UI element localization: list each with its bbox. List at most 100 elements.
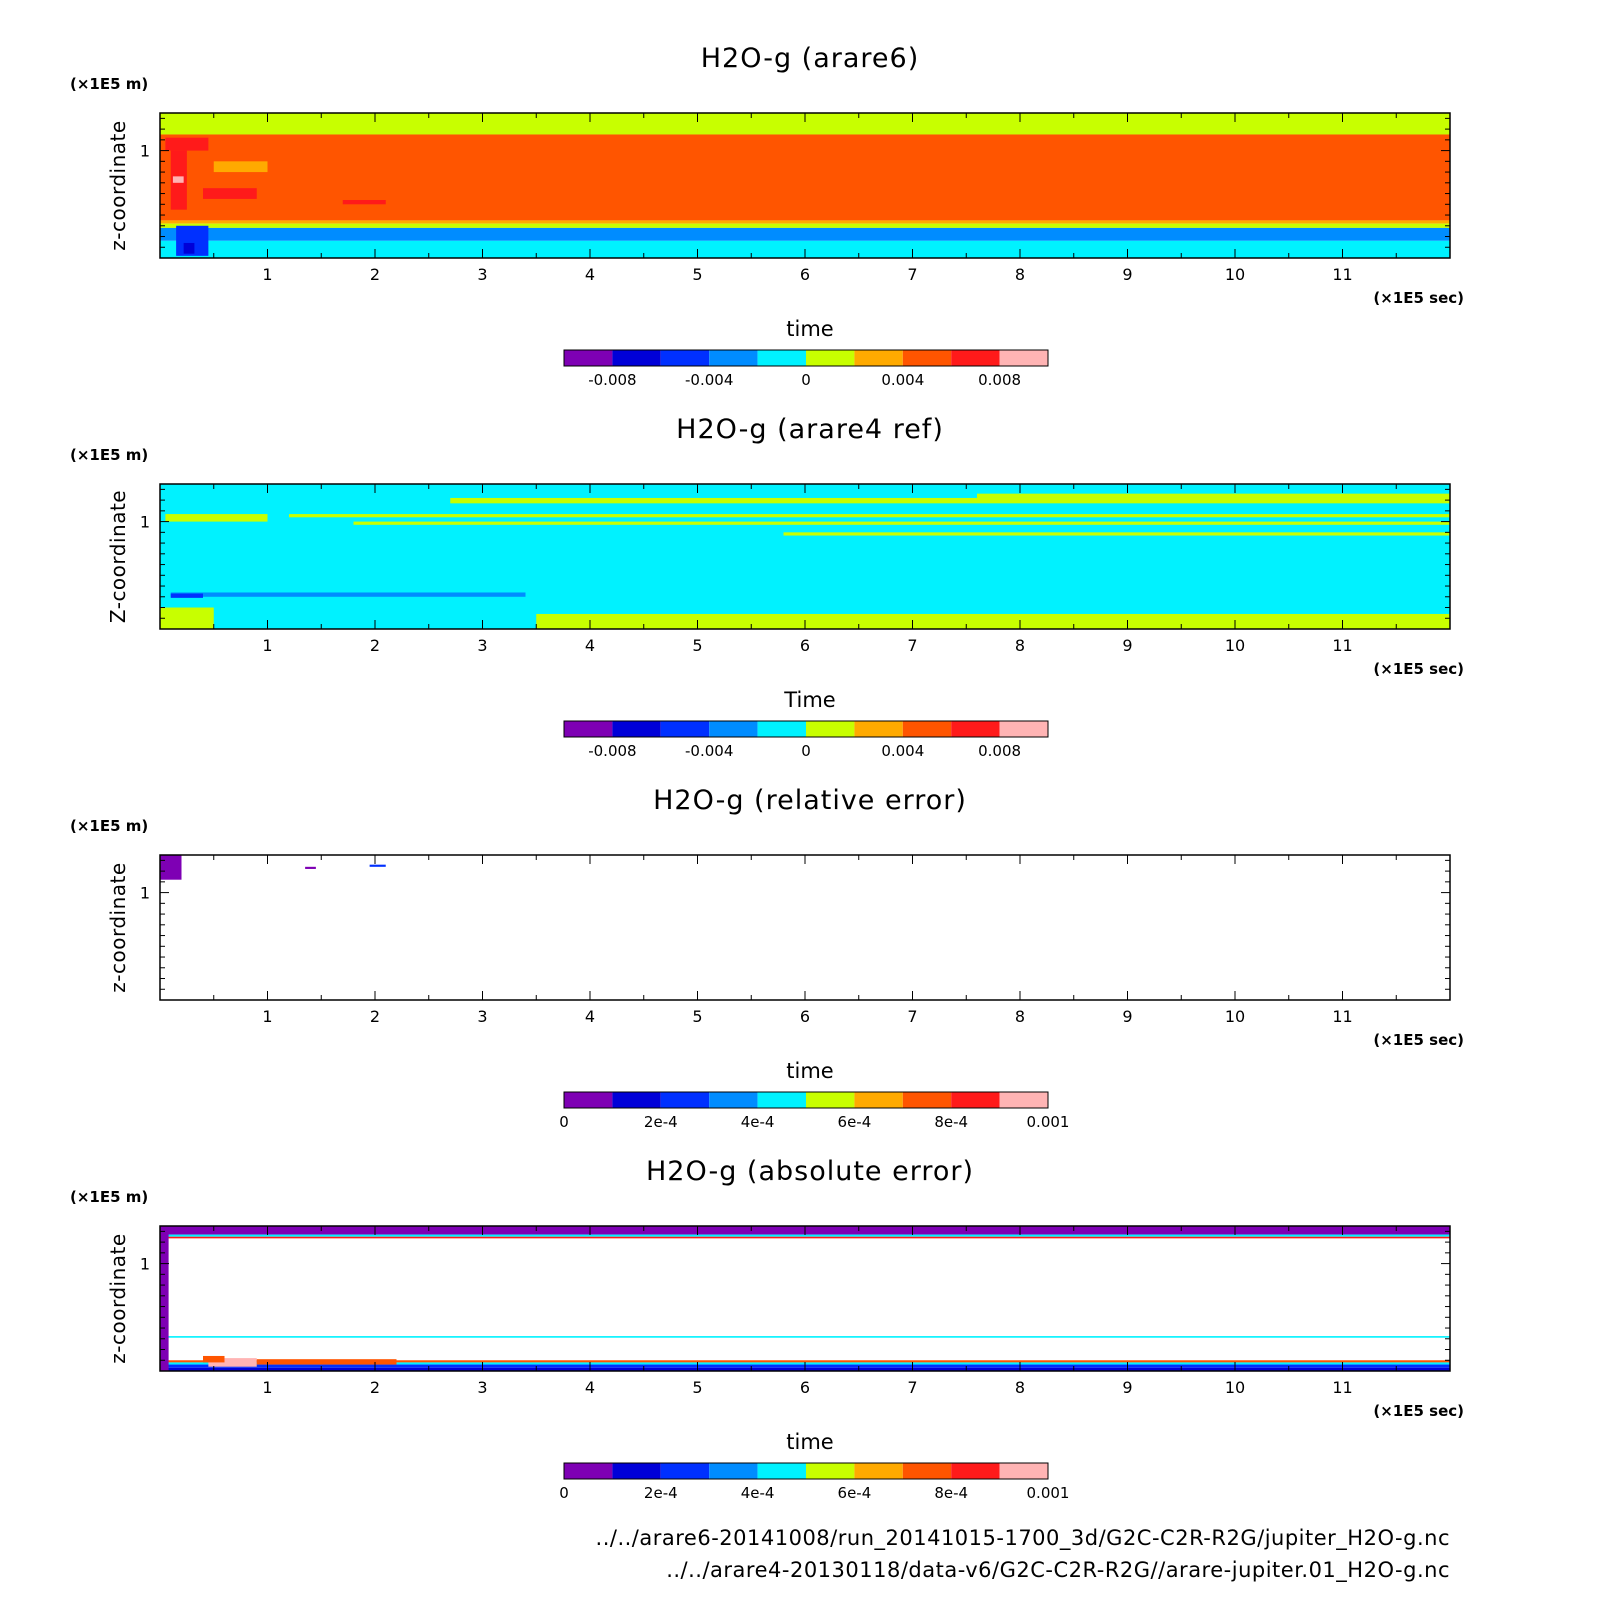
x-tick-label: 9 bbox=[1122, 636, 1132, 655]
contour-region bbox=[369, 864, 386, 867]
x-tick-label: 11 bbox=[1332, 265, 1352, 284]
colorbar-swatch bbox=[902, 1092, 952, 1108]
colorbar-tick-label: -0.004 bbox=[685, 742, 733, 760]
colorbar-frame bbox=[563, 720, 1049, 738]
contour-band bbox=[160, 227, 1450, 241]
colorbar-swatch bbox=[757, 1463, 806, 1479]
x-tick-label: 10 bbox=[1225, 1007, 1245, 1026]
x-tick-label: 9 bbox=[1122, 1378, 1132, 1397]
x-tick-label: 3 bbox=[477, 1378, 487, 1397]
colorbar-swatch bbox=[564, 721, 613, 737]
colorbar-tick-label: 0.008 bbox=[978, 742, 1021, 760]
colorbar-swatch bbox=[757, 721, 806, 737]
colorbar-tick-label: 6e-4 bbox=[838, 1484, 872, 1502]
x-tick-label: 8 bbox=[1015, 636, 1025, 655]
x-tick-label: 2 bbox=[370, 1007, 380, 1026]
colorbar-swatch bbox=[902, 721, 952, 737]
contour-band bbox=[160, 1236, 1450, 1239]
panel-2: H2O-g (arare4 ref) (×1E5 m) Z-coordinate 1 2… bbox=[70, 414, 1464, 760]
x-tick-label: 1 bbox=[262, 636, 272, 655]
x-unit-label: (×1E5 sec) bbox=[1373, 660, 1464, 678]
y-tick-label: 1 bbox=[140, 142, 150, 161]
panel-3: H2O-g (relative error) (×1E5 m) z-coordina… bbox=[70, 785, 1464, 1131]
contour-region bbox=[170, 593, 203, 598]
colorbar-swatch bbox=[612, 721, 661, 737]
colorbar-swatch bbox=[564, 1092, 613, 1108]
contour-band bbox=[160, 1234, 1450, 1237]
colorbar-swatch bbox=[660, 350, 710, 366]
contour-region bbox=[172, 176, 184, 183]
contour-region bbox=[783, 532, 1450, 536]
x-tick-label: 6 bbox=[800, 265, 810, 284]
contour-region bbox=[183, 242, 195, 254]
contour-band bbox=[160, 484, 1450, 629]
x-tick-label: 6 bbox=[800, 636, 810, 655]
x-tick-label: 10 bbox=[1225, 1378, 1245, 1397]
x-tick-label: 8 bbox=[1015, 265, 1025, 284]
colorbar-swatch bbox=[564, 1463, 613, 1479]
y-unit-label: (×1E5 m) bbox=[70, 75, 148, 93]
x-tick-label: 5 bbox=[692, 636, 702, 655]
y-axis-label: z-coordinate bbox=[106, 1233, 130, 1363]
colorbar-tick-label: 0.004 bbox=[881, 371, 924, 389]
colorbar-swatch bbox=[854, 1092, 903, 1108]
colorbar-swatch bbox=[757, 350, 806, 366]
colorbar: -0.008 -0.004 0 0.004 0.008 bbox=[563, 349, 1049, 389]
x-tick-label: 4 bbox=[585, 636, 595, 655]
colorbar-swatch bbox=[854, 350, 903, 366]
footer-file-path-2: ../../arare4-20130118/data-v6/G2C-C2R-R2… bbox=[666, 1558, 1450, 1582]
panel-title: H2O-g (absolute error) bbox=[646, 1156, 974, 1187]
colorbar-tick-label: 8e-4 bbox=[934, 1484, 968, 1502]
x-axis-label: time bbox=[786, 1430, 833, 1454]
contour-region bbox=[160, 1226, 169, 1371]
contour-band bbox=[160, 1336, 1450, 1338]
colorbar-swatch bbox=[660, 1463, 710, 1479]
x-tick-label: 11 bbox=[1332, 1007, 1352, 1026]
field bbox=[160, 1226, 1450, 1371]
y-tick-label: 1 bbox=[140, 884, 150, 903]
contour-region bbox=[536, 613, 1450, 629]
colorbar-frame bbox=[563, 1462, 1049, 1480]
x-tick-label: 10 bbox=[1225, 265, 1245, 284]
y-axis-label: z-coordinate bbox=[106, 862, 130, 992]
colorbar-tick-label: 0.004 bbox=[881, 742, 924, 760]
colorbar-tick-label: 0.001 bbox=[1027, 1113, 1070, 1131]
colorbar-swatch bbox=[806, 1463, 855, 1479]
contour-region bbox=[203, 188, 257, 199]
x-tick-label: 1 bbox=[262, 1378, 272, 1397]
y-unit-label: (×1E5 m) bbox=[70, 1188, 148, 1206]
panel-1: H2O-g (arare6) (×1E5 m) z-coordinate 1 2 3 4 5 6… bbox=[70, 43, 1464, 389]
colorbar-tick-label: 0.001 bbox=[1027, 1484, 1070, 1502]
panel-4: H2O-g (absolute error) (×1E5 m) z-coordina… bbox=[70, 1156, 1464, 1502]
colorbar-swatch bbox=[999, 1092, 1048, 1108]
contour-region bbox=[353, 521, 1450, 525]
contour-region bbox=[977, 493, 1450, 498]
x-tick-label: 3 bbox=[477, 636, 487, 655]
contour-region bbox=[256, 1359, 397, 1365]
colorbar-swatch bbox=[660, 721, 710, 737]
colorbar-tick-label: 4e-4 bbox=[741, 1484, 775, 1502]
x-tick-label: 6 bbox=[800, 1007, 810, 1026]
colorbar-tick-label: 8e-4 bbox=[934, 1113, 968, 1131]
colorbar-swatch bbox=[999, 1463, 1048, 1479]
panel-title: H2O-g (arare6) bbox=[701, 43, 920, 74]
x-tick-label: 2 bbox=[370, 265, 380, 284]
x-unit-label: (×1E5 sec) bbox=[1373, 1031, 1464, 1049]
panel-title: H2O-g (arare4 ref) bbox=[676, 414, 944, 445]
x-tick-label: 7 bbox=[907, 265, 917, 284]
colorbar-swatch bbox=[854, 721, 903, 737]
colorbar-frame bbox=[563, 1091, 1049, 1109]
colorbar-tick-label: 6e-4 bbox=[838, 1113, 872, 1131]
colorbar-swatch bbox=[709, 721, 758, 737]
x-unit-label: (×1E5 sec) bbox=[1373, 289, 1464, 307]
colorbar-swatch bbox=[951, 721, 1000, 737]
x-tick-label: 7 bbox=[907, 636, 917, 655]
x-tick-label: 5 bbox=[692, 1378, 702, 1397]
contour-band bbox=[160, 223, 1450, 228]
colorbar: -0.008 -0.004 0 0.004 0.008 bbox=[563, 720, 1049, 760]
x-tick-label: 2 bbox=[370, 636, 380, 655]
contour-band bbox=[160, 134, 1450, 221]
x-tick-label: 5 bbox=[692, 1007, 702, 1026]
contour-region bbox=[203, 1355, 225, 1363]
